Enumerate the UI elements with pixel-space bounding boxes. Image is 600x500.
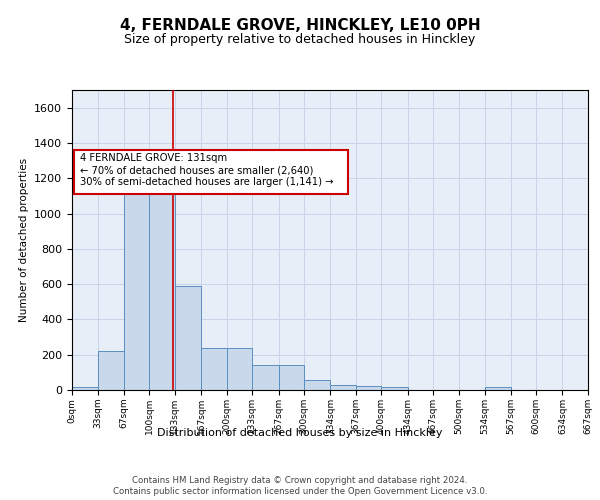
Bar — [227, 348, 252, 390]
Y-axis label: Number of detached properties: Number of detached properties — [19, 158, 29, 322]
Bar — [124, 173, 149, 390]
Bar — [278, 366, 304, 390]
Bar — [149, 160, 175, 390]
Bar — [72, 388, 98, 390]
Text: Contains public sector information licensed under the Open Government Licence v3: Contains public sector information licen… — [113, 488, 487, 496]
Bar — [485, 388, 511, 390]
Bar — [331, 384, 356, 390]
Bar — [175, 286, 201, 390]
Text: 4, FERNDALE GROVE, HINCKLEY, LE10 0PH: 4, FERNDALE GROVE, HINCKLEY, LE10 0PH — [119, 18, 481, 32]
Bar — [382, 388, 408, 390]
Bar — [304, 380, 331, 390]
Bar — [356, 386, 382, 390]
Text: Contains HM Land Registry data © Crown copyright and database right 2024.: Contains HM Land Registry data © Crown c… — [132, 476, 468, 485]
Text: ← 70% of detached houses are smaller (2,640): ← 70% of detached houses are smaller (2,… — [80, 165, 313, 175]
Text: 30% of semi-detached houses are larger (1,141) →: 30% of semi-detached houses are larger (… — [80, 177, 333, 187]
Bar — [98, 351, 124, 390]
Bar — [201, 348, 227, 390]
Text: Size of property relative to detached houses in Hinckley: Size of property relative to detached ho… — [124, 32, 476, 46]
Text: Distribution of detached houses by size in Hinckley: Distribution of detached houses by size … — [157, 428, 443, 438]
Text: 4 FERNDALE GROVE: 131sqm: 4 FERNDALE GROVE: 131sqm — [80, 153, 227, 163]
Bar — [252, 366, 278, 390]
FancyBboxPatch shape — [74, 150, 348, 194]
